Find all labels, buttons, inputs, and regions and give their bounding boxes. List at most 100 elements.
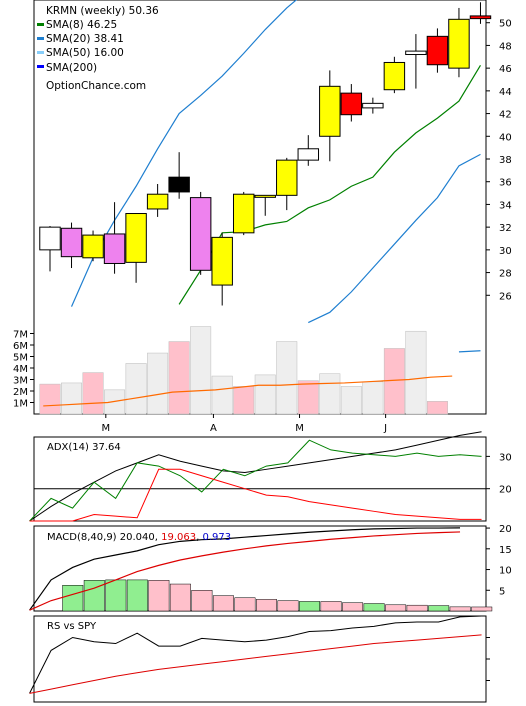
x-tick-label: J [383, 423, 387, 434]
volume-ytick-label: 5M [13, 353, 28, 364]
macd-hist-bar [256, 599, 277, 612]
rs-panel [29, 615, 490, 703]
macd-ytick-label: 15 [499, 545, 512, 556]
volume-bar [190, 326, 212, 415]
volume-bar [125, 363, 147, 415]
price-ytick-label: 50 [499, 19, 512, 30]
price-ytick-label: 28 [499, 269, 512, 280]
x-tick-label: M [295, 423, 304, 434]
price-ytick-label: 36 [499, 178, 512, 189]
price-ytick-label: 46 [499, 64, 512, 75]
macd-ytick-label: 5 [499, 586, 505, 597]
volume-ytick-label: 3M [13, 376, 28, 387]
macd-ytick-label: 10 [499, 566, 512, 577]
volume-sma-line [458, 350, 481, 353]
sma20-line [308, 153, 481, 324]
adx-series-di [29, 468, 482, 522]
macd-panel: 5 10 15 20 [29, 524, 512, 612]
macd-hist-bar [234, 597, 256, 612]
macd-hist-bar [212, 595, 234, 612]
price-ytick-label: 38 [499, 155, 512, 166]
price-ytick-label: 42 [499, 110, 512, 121]
legend-title: KRMN (weekly) 50.36 [46, 5, 159, 17]
candle-body [340, 92, 363, 116]
macd-signal-line [29, 531, 461, 611]
volume-ytick-label: 7M [13, 330, 28, 341]
price-ytick-label: 44 [499, 87, 512, 98]
candle-body [60, 227, 83, 258]
macd-title-main: MACD(8,40,9) 20.040, [47, 532, 161, 543]
price-ytick-label: 40 [499, 132, 512, 143]
volume-bar [319, 373, 341, 415]
candle-body [125, 213, 147, 263]
legend-swatch-sma50 [37, 51, 44, 54]
candle-body [448, 18, 470, 69]
legend-source: OptionChance.com [46, 80, 146, 92]
price-legend: KRMN (weekly) 50.36 SMA(8) 46.25 SMA(20)… [37, 5, 159, 92]
volume-ytick-label: 1M [13, 399, 28, 410]
candle-body [232, 193, 255, 234]
rs-title: RS vs SPY [47, 621, 97, 632]
volume-bar [147, 352, 169, 415]
macd-hist-bar [277, 600, 299, 612]
macd-ytick-label: 20 [499, 524, 512, 535]
candle-body [211, 236, 233, 286]
macd-hist-bar [363, 603, 385, 612]
volume-ytick-label: 6M [13, 341, 28, 352]
sma8-line [178, 64, 481, 305]
macd-hist-bar [191, 590, 213, 612]
candle-body [297, 148, 320, 161]
candle-body [103, 233, 126, 264]
candle-body [469, 15, 492, 20]
x-tick-label: A [210, 423, 217, 434]
legend-swatch-sma8 [37, 23, 44, 26]
legend-sma8: SMA(8) 46.25 [46, 19, 117, 31]
candle-body [383, 61, 406, 91]
price-ytick-label: 34 [499, 200, 512, 211]
candle-body [426, 35, 449, 66]
macd-title-signal: 19.063 [161, 532, 196, 543]
macd-hist-bar [320, 601, 342, 612]
candle-body [276, 159, 298, 196]
macd-hist-bar [299, 601, 320, 612]
macd-hist-bar [385, 604, 407, 612]
legend-swatch-sma20 [37, 37, 44, 40]
macd-hist-bar [126, 579, 148, 612]
volume-bar [233, 386, 255, 415]
volume-bar [168, 341, 190, 415]
candle-body [82, 234, 104, 259]
macd-hist-bar [428, 605, 450, 612]
volume-bar [61, 382, 82, 415]
volume-ytick-label: 2M [13, 387, 28, 398]
volume-bar [362, 381, 384, 415]
macd-hist-bar [83, 580, 105, 612]
macd-hist-bar [449, 606, 471, 612]
adx-title: ADX(14) 37.64 [47, 442, 121, 453]
macd-title: MACD(8,40,9) 20.040, 19.063, 0.973 [47, 532, 231, 543]
price-ytick-label: 32 [499, 223, 512, 234]
rs-series-rsma [29, 634, 482, 694]
svg-text:MACD(8,40,9) 20.040, 19.063, 0: MACD(8,40,9) 20.040, 19.063, 0.973 [47, 532, 231, 543]
sma50-line [70, 0, 298, 307]
legend-swatch-sma200 [37, 65, 44, 68]
volume-bar [340, 386, 362, 415]
price-ytick-label: 48 [499, 41, 512, 52]
macd-hist-bar [148, 580, 170, 612]
volume-bar [426, 401, 448, 415]
volume-bar [276, 341, 298, 415]
adx-ytick-label: 30 [499, 452, 512, 463]
volume-ytick-label: 4M [13, 364, 28, 375]
candle-body [189, 197, 212, 271]
candle-body [362, 102, 384, 109]
rs-frame [33, 615, 487, 703]
macd-hist-bar [105, 579, 127, 612]
volume-bar [297, 380, 319, 415]
macd-hist-bar [342, 602, 364, 612]
candle-body [146, 193, 169, 210]
x-tick-label: M [101, 423, 110, 434]
macd-line [29, 527, 461, 611]
legend-sma50: SMA(50) 16.00 [46, 47, 124, 59]
price-ytick-label: 30 [499, 246, 512, 257]
